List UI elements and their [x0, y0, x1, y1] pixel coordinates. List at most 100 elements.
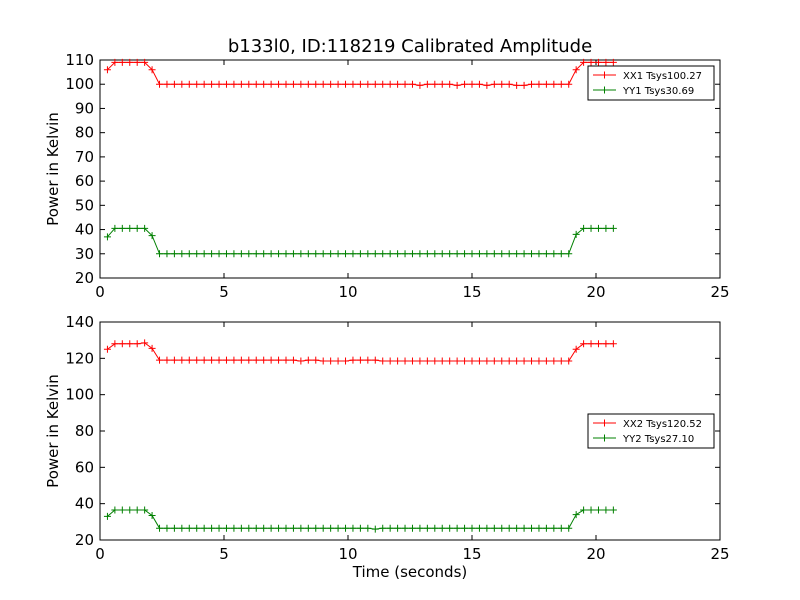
chart-1-x-tick-label: 25: [710, 283, 729, 301]
chart-1-series-2-point: [342, 250, 350, 258]
chart-1-series-1-point: [520, 81, 528, 89]
chart-1-legend-box: [587, 65, 715, 101]
chart-1-series-2-point: [505, 250, 513, 258]
chart-1-y-tick-label: 80: [75, 124, 94, 142]
chart-1-series-2-point: [386, 250, 394, 258]
chart-1-series-2-point: [304, 250, 312, 258]
chart-2-series-1-point: [513, 357, 521, 365]
chart-2-series-1-point: [446, 357, 454, 365]
chart-1-series-1-point: [349, 80, 357, 88]
chart-2-series-2-point: [275, 524, 283, 532]
chart-1-series-2: [103, 224, 617, 258]
chart-1-series-1-point: [528, 80, 536, 88]
chart-2-series-2-point: [156, 524, 164, 532]
chart-2-series-2-point: [267, 524, 275, 532]
chart-2-series-1-point: [230, 356, 238, 364]
chart-1-series-1-point: [133, 58, 141, 66]
chart-2-series-2-point: [126, 506, 134, 514]
chart-2-series-1-point: [245, 356, 253, 364]
chart-1-series-2-point: [535, 250, 543, 258]
chart-1-series-2-point: [594, 224, 602, 232]
chart-1-series-2-point: [461, 250, 469, 258]
chart-1-series-2-point: [475, 250, 483, 258]
chart-2-series-1-point: [275, 356, 283, 364]
chart-1-series-1-point: [193, 80, 201, 88]
chart-2-series-1-point: [416, 357, 424, 365]
chart-2-series-2-point: [423, 524, 431, 532]
chart-2-series-2-point: [520, 524, 528, 532]
chart-2-series-2-point: [260, 524, 268, 532]
chart-2-series-2-point: [542, 524, 550, 532]
chart-2-series-2-point: [401, 524, 409, 532]
chart-1-series-2-point: [528, 250, 536, 258]
chart-2-series-2-point: [557, 524, 565, 532]
chart-1-series-2-point: [297, 250, 305, 258]
chart-2-series-2-point: [289, 524, 297, 532]
chart-1-series-2-point: [587, 224, 595, 232]
chart-2-series-1-point: [453, 357, 461, 365]
chart-1-x-tick-label: 5: [219, 283, 229, 301]
chart-1-series-2-point: [550, 250, 558, 258]
chart-1-legend: XX1 Tsys100.27 YY1 Tsys30.69: [587, 65, 715, 101]
chart-2-series-2-point: [141, 506, 149, 514]
chart-1-series-1-point: [208, 80, 216, 88]
chart-1-series-2-point: [312, 250, 320, 258]
chart-2-series-1-point: [297, 357, 305, 365]
chart-1-series-1-point: [505, 80, 513, 88]
chart-2-legend-box: [587, 413, 715, 449]
chart-1-series-2-point: [565, 250, 573, 258]
chart-2-series-1-point: [468, 357, 476, 365]
chart-1-y-axis-label: Power in Kelvin: [44, 112, 62, 226]
chart-1-series-2-point: [379, 250, 387, 258]
chart-2-series-2-point: [505, 524, 513, 532]
chart-2-series-1-point: [580, 340, 588, 348]
chart-1-y-tick-label: 60: [75, 172, 94, 190]
chart-1-series-1-point: [118, 58, 126, 66]
chart-2-series-1-point: [528, 357, 536, 365]
chart-2-series-2-point: [178, 524, 186, 532]
chart-1-series-1-point: [542, 80, 550, 88]
chart-1-x-tick-label: 15: [462, 283, 481, 301]
chart-2-legend-swatch-marker: [601, 419, 608, 427]
chart-2-series-2-point: [580, 506, 588, 514]
chart-2-series-2-point: [371, 525, 379, 533]
chart-2-series-1-point: [193, 356, 201, 364]
chart-2-series-1-point: [252, 356, 260, 364]
chart-1-series-1-point: [490, 80, 498, 88]
chart-1-series-1-point: [200, 80, 208, 88]
chart-2-series-2-point: [446, 524, 454, 532]
chart-2-series-1-point: [215, 356, 223, 364]
chart-1-series-2-point: [222, 250, 230, 258]
chart-1-series-1-point: [334, 80, 342, 88]
chart-1-series-1-point: [408, 80, 416, 88]
chart-1-series-2-point: [103, 233, 111, 241]
chart-2-series-1-point: [505, 357, 513, 365]
chart-2-x-tick-label: 15: [462, 545, 481, 563]
chart-2-series-2-point: [215, 524, 223, 532]
chart-1-series-1-point: [453, 81, 461, 89]
chart-1-series-1-point: [475, 80, 483, 88]
chart-2-series-2-point: [386, 524, 394, 532]
chart-2-series-2-point: [208, 524, 216, 532]
chart-1-series-2-point: [141, 224, 149, 232]
chart-1-series-1-point: [468, 80, 476, 88]
chart-1-series-2-point: [572, 230, 580, 238]
chart-1-series-1-point: [594, 58, 602, 66]
chart-1-series-1-point: [342, 80, 350, 88]
chart-1-series-2-point: [557, 250, 565, 258]
chart-1-series-2-point: [408, 250, 416, 258]
chart-2-series-2-point: [461, 524, 469, 532]
chart-1-series-2-point: [423, 250, 431, 258]
chart-1-series-1-point: [304, 80, 312, 88]
chart-1-legend-swatch-marker: [601, 86, 608, 94]
chart-2-series-2-point: [297, 524, 305, 532]
chart-1-series-2-point: [252, 250, 260, 258]
chart-1-series-1-point: [379, 80, 387, 88]
chart-2-series-1-point: [222, 356, 230, 364]
chart-1-series-1-point: [245, 80, 253, 88]
chart-1-series-2-point: [118, 224, 126, 232]
chart-2-x-tick-label: 25: [710, 545, 729, 563]
chart-2-series-1-point: [267, 356, 275, 364]
chart-2-y-tick-label: 80: [75, 422, 94, 440]
chart-2-series-2-point: [327, 524, 335, 532]
